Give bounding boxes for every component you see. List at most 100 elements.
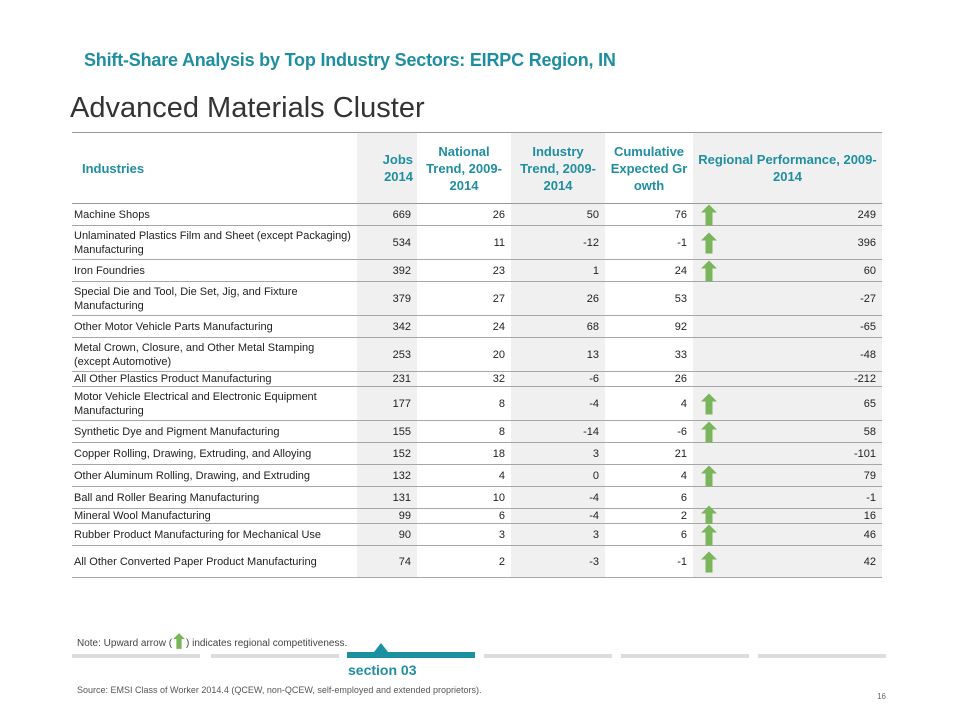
column-header-cumulative-growth: Cumulative Expected Growth <box>605 132 693 204</box>
cell-value: 24 <box>674 264 687 277</box>
cell-value: 26 <box>674 373 687 385</box>
cell-value: 11 <box>493 236 505 249</box>
cell-value: 4 <box>680 397 687 410</box>
cell-value: 58 <box>863 425 876 438</box>
table-row: All Other Converted Paper Product Manufa… <box>72 545 882 578</box>
national-trend-cell: 2 <box>417 545 511 578</box>
up-arrow-icon <box>701 204 717 225</box>
cell-value: 253 <box>392 348 411 361</box>
table-row: Ball and Roller Bearing Manufacturing 131… <box>72 486 882 509</box>
cell-value: Rubber Product Manufacturing for Mechani… <box>74 528 322 541</box>
cell-value: Special Die and Tool, Die Set, Jig, and … <box>74 285 298 312</box>
cell-value: 3 <box>498 528 505 541</box>
regional-performance-cell: 58 <box>693 420 882 443</box>
cell-value: Mineral Wool Manufacturing <box>74 510 211 522</box>
industry-name-cell: Iron Foundries <box>72 259 357 282</box>
section-nav-bar-1[interactable] <box>72 654 200 658</box>
jobs-2014-cell: 253 <box>357 337 417 372</box>
industry-name-cell: Synthetic Dye and Pigment Manufacturing <box>72 420 357 443</box>
industry-name-cell: Motor Vehicle Electrical and Electronic … <box>72 386 357 421</box>
cell-value: 18 <box>492 447 505 460</box>
up-arrow-icon <box>701 260 717 281</box>
industry-trend-cell: 3 <box>511 442 605 465</box>
cell-value: 396 <box>857 236 876 249</box>
cell-value: 4 <box>680 469 687 482</box>
section-nav-bar-4[interactable] <box>484 654 612 658</box>
column-header-industry-trend: Industry Trend, 2009-2014 <box>511 132 605 204</box>
section-nav-bar-5[interactable] <box>621 654 749 658</box>
national-trend-cell: 8 <box>417 386 511 421</box>
table-row: Rubber Product Manufacturing for Mechani… <box>72 523 882 546</box>
cell-value: 20 <box>492 348 505 361</box>
jobs-2014-cell: 132 <box>357 464 417 487</box>
cell-value: 13 <box>586 348 599 361</box>
cell-value: -1 <box>866 491 876 504</box>
note-text-after: ) indicates regional competitiveness. <box>186 638 348 649</box>
cell-value: 26 <box>586 292 599 305</box>
industry-name-cell: Other Aluminum Rolling, Drawing, and Ext… <box>72 464 357 487</box>
industry-name-cell: Copper Rolling, Drawing, Extruding, and … <box>72 442 357 465</box>
cumulative-growth-cell: 53 <box>605 281 693 316</box>
industry-name-cell: Special Die and Tool, Die Set, Jig, and … <box>72 281 357 316</box>
national-trend-cell: 18 <box>417 442 511 465</box>
cell-value: 92 <box>674 320 687 333</box>
cell-value: All Other Plastics Product Manufacturing <box>74 373 272 385</box>
cell-value: 132 <box>392 469 411 482</box>
national-trend-cell: 24 <box>417 315 511 338</box>
table-row: Other Motor Vehicle Parts Manufacturing 3… <box>72 315 882 338</box>
cell-value: 534 <box>392 236 411 249</box>
cell-value: -48 <box>860 348 876 361</box>
column-header-national-trend: National Trend, 2009-2014 <box>417 132 511 204</box>
cell-value: All Other Converted Paper Product Manufa… <box>74 555 317 568</box>
national-trend-cell: 4 <box>417 464 511 487</box>
cumulative-growth-cell: 4 <box>605 464 693 487</box>
cell-value: 53 <box>674 292 687 305</box>
industry-trend-cell: -4 <box>511 386 605 421</box>
cell-value: -27 <box>860 292 876 305</box>
note-text-before: Note: Upward arrow ( <box>77 638 173 649</box>
cell-value: -14 <box>583 425 599 438</box>
cell-value: -101 <box>853 447 876 460</box>
cell-value: 152 <box>392 447 411 460</box>
cell-value: 33 <box>674 348 687 361</box>
cell-value: -65 <box>860 320 876 333</box>
cell-value: 669 <box>392 208 411 221</box>
table-row: All Other Plastics Product Manufacturing… <box>72 371 882 387</box>
section-nav-bar-2[interactable] <box>211 654 339 658</box>
cell-value: 1 <box>592 264 599 277</box>
section-nav-bar-active[interactable] <box>347 652 475 658</box>
up-arrow-icon <box>173 633 186 649</box>
cell-value: 392 <box>392 264 411 277</box>
cell-value: 68 <box>586 320 599 333</box>
column-header-regional-performance: Regional Performance, 2009-2014 <box>693 132 882 204</box>
cumulative-growth-cell: 21 <box>605 442 693 465</box>
national-trend-cell: 20 <box>417 337 511 372</box>
cell-value: 79 <box>863 469 876 482</box>
cumulative-growth-cell: 33 <box>605 337 693 372</box>
industry-name-cell: All Other Converted Paper Product Manufa… <box>72 545 357 578</box>
cumulative-growth-cell: 4 <box>605 386 693 421</box>
regional-performance-cell: 79 <box>693 464 882 487</box>
section-nav-bar-6[interactable] <box>758 654 886 658</box>
cell-value: Synthetic Dye and Pigment Manufacturing <box>74 425 280 438</box>
cell-value: 177 <box>392 397 411 410</box>
cell-value: 46 <box>863 528 876 541</box>
cell-value: 8 <box>498 397 505 410</box>
cell-value: 99 <box>398 510 411 522</box>
regional-performance-cell: -101 <box>693 442 882 465</box>
industry-trend-cell: 1 <box>511 259 605 282</box>
national-trend-cell: 27 <box>417 281 511 316</box>
shift-share-table: Industries Jobs 2014 National Trend, 200… <box>72 132 882 578</box>
cell-value: 4 <box>498 469 505 482</box>
cell-value: 65 <box>863 397 876 410</box>
table-row: Machine Shops 669 26 50 76 249 <box>72 203 882 226</box>
industry-name-cell: Machine Shops <box>72 203 357 226</box>
cumulative-growth-cell: -6 <box>605 420 693 443</box>
table-row: Mineral Wool Manufacturing 99 6 -4 2 16 <box>72 505 882 527</box>
cumulative-growth-cell: 26 <box>605 371 693 387</box>
industry-name-cell: All Other Plastics Product Manufacturing <box>72 371 357 387</box>
national-trend-cell: 10 <box>417 486 511 509</box>
cell-value: -12 <box>583 236 599 249</box>
table-row: Motor Vehicle Electrical and Electronic … <box>72 386 882 421</box>
national-trend-cell: 32 <box>417 371 511 387</box>
